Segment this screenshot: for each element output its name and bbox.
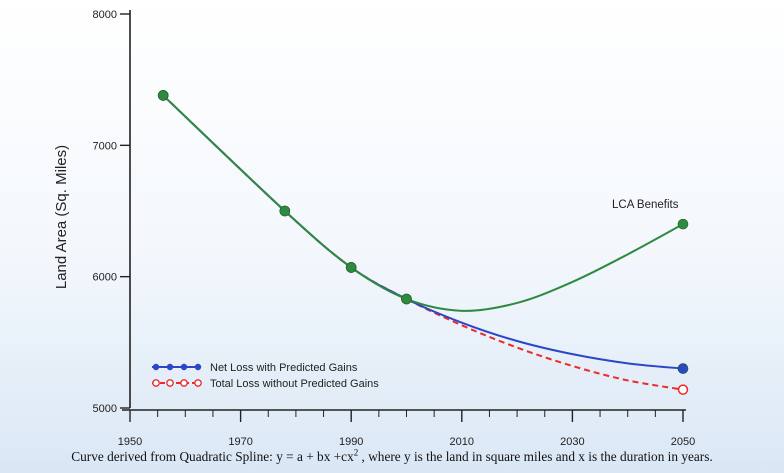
legend-marker <box>180 379 188 387</box>
legend-marker <box>152 379 160 387</box>
legend-marker <box>152 363 160 371</box>
y-tick-label: 8000 <box>93 9 117 21</box>
legend-label: Net Loss with Predicted Gains <box>210 362 358 374</box>
series-line <box>162 94 684 370</box>
data-point <box>345 262 357 273</box>
caption-text-end: , where y is the land in square miles an… <box>358 449 713 464</box>
caption-text: Curve derived from Quadratic Spline: y =… <box>71 449 354 464</box>
caption: Curve derived from Quadratic Spline: y =… <box>0 446 784 470</box>
legend-marker <box>194 379 202 387</box>
legend-marker <box>194 363 202 371</box>
chart-container: 5000 6000 7000 8000 1950 1970 1990 2010 2030 2050… <box>53 9 695 448</box>
data-point <box>401 293 412 305</box>
y-tick-label: 5000 <box>93 403 117 415</box>
data-point <box>677 384 689 395</box>
legend-marker <box>166 379 174 387</box>
x-tick-label: 1990 <box>339 436 363 448</box>
caption-superscript: 2 <box>353 447 359 458</box>
x-tick-label: 1970 <box>228 436 252 448</box>
legend-label: Total Loss without Predicted Gains <box>210 378 379 390</box>
x-tick-label: 1950 <box>118 436 142 448</box>
y-axis-label: Land Area (Sq. Miles) <box>53 145 70 289</box>
data-point <box>677 363 689 374</box>
legend-marker <box>180 363 188 371</box>
land-area-chart: 5000 6000 7000 8000 1950 1970 1990 2010 2030 2050… <box>53 9 695 448</box>
data-point <box>677 218 689 230</box>
x-tick-label: 2050 <box>671 436 695 448</box>
series-line <box>162 94 684 391</box>
data-point <box>279 205 291 217</box>
series-line <box>162 94 684 312</box>
x-tick-label: 2010 <box>450 436 474 448</box>
y-tick-label: 6000 <box>93 272 117 284</box>
annotation-label: LCA Benefits <box>612 199 679 211</box>
x-tick-label: 2030 <box>560 436 584 448</box>
y-tick-label: 7000 <box>93 140 117 152</box>
legend-marker <box>166 363 174 371</box>
data-point <box>157 90 169 101</box>
